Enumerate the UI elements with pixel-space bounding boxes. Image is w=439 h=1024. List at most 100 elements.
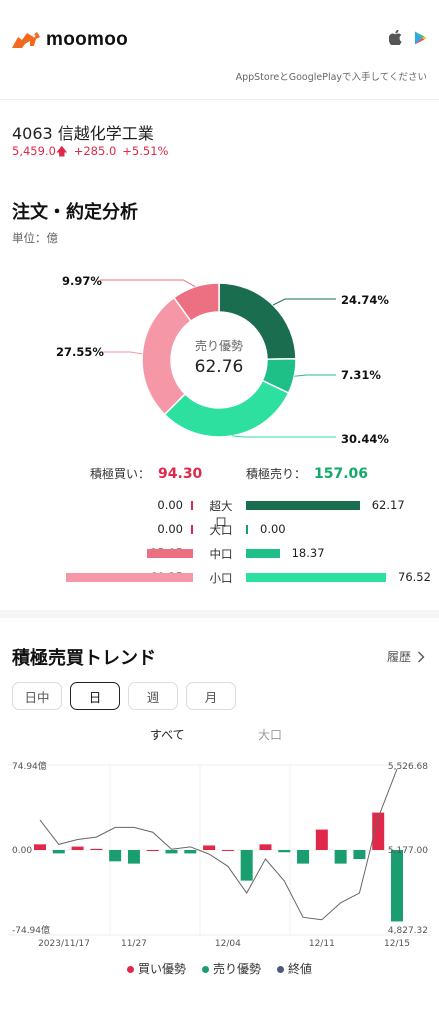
donut-center-label: 売り優勢 — [194, 339, 243, 353]
sell-bar — [246, 525, 248, 534]
tab-monthly[interactable]: 月 — [186, 682, 236, 710]
apple-icon[interactable] — [389, 30, 402, 45]
donut-label-sell-super-large: 24.74% — [341, 293, 389, 307]
up-arrow-icon: 🡅 — [55, 144, 68, 158]
category-label: 中口 — [209, 547, 233, 561]
sell-total-value: 157.06 — [314, 466, 369, 482]
legend-buy-dot — [126, 966, 134, 973]
legend-close: 終値 — [277, 960, 312, 977]
y-right-tick: 5,526.68 — [388, 762, 428, 772]
trend-bar — [34, 844, 46, 850]
buy-total-label: 積極買い： — [90, 467, 151, 481]
x-tick: 12/04 — [215, 939, 241, 949]
stock-price-row: 5,459.0🡅 +285.0 +5.51% — [12, 144, 168, 163]
analysis-title: 注文・約定分析 — [12, 202, 138, 223]
history-label: 履歴 — [386, 650, 411, 664]
x-tick: 11/27 — [121, 939, 147, 949]
sell-amount: 0.00 — [260, 522, 286, 536]
history-link[interactable]: 履歴 — [387, 648, 425, 665]
leader-line-sell-middle — [294, 374, 336, 377]
tab-weekly[interactable]: 週 — [128, 682, 178, 710]
y-right-tick: 4,827.32 — [388, 926, 428, 936]
sell-amount: 76.52 — [398, 570, 431, 584]
stock-change: +285.0 — [73, 144, 117, 158]
flow-row: 69.25小口76.52 — [0, 569, 439, 587]
buy-amount: 0.00 — [157, 498, 183, 512]
close-price-line — [39, 768, 398, 921]
chevron-right-icon — [418, 651, 425, 662]
subtab-large[interactable]: 大口 — [258, 728, 283, 742]
sell-bar — [246, 549, 280, 558]
legend-close-dot — [277, 966, 284, 973]
y-left-tick: 74.94億 — [12, 760, 47, 772]
trend-bar — [297, 850, 310, 864]
leader-line-buy-small — [100, 351, 143, 355]
store-tagline: AppStoreとGooglePlayで入手してください — [235, 72, 427, 83]
buy-bar — [147, 549, 193, 558]
donut-slice-sell-small — [163, 379, 290, 438]
donut-label-sell-small: 30.44% — [341, 432, 389, 446]
sell-total: 積極売り： 157.06 — [246, 465, 368, 482]
stock-price: 5,459.0🡅 — [12, 144, 68, 158]
store-links — [389, 30, 427, 45]
leader-line-sell-small — [232, 435, 336, 438]
unit-label: 単位：億 — [12, 231, 58, 245]
trend-bar — [71, 846, 84, 850]
brand-name: moomoo — [46, 29, 129, 50]
flow-row: 0.00 超大口 62.17 — [0, 497, 439, 529]
google-play-icon[interactable] — [414, 31, 427, 45]
trend-bar — [278, 850, 291, 853]
trend-bar — [203, 845, 216, 850]
y-right-tick: 5,177.00 — [388, 846, 428, 856]
period-tabs: 日中 日 週 月 — [12, 682, 236, 710]
flow-row: 25.05中口18.37 — [0, 545, 439, 563]
trend-bar — [372, 812, 385, 850]
leader-line-buy-middle — [100, 279, 196, 288]
legend-buy: 買い優勢 — [126, 960, 186, 977]
sell-amount: 18.37 — [291, 546, 325, 560]
trend-bar — [146, 850, 159, 851]
buy-bar — [191, 501, 193, 510]
buy-total: 積極買い： 94.30 — [90, 465, 202, 482]
trend-bar — [90, 848, 103, 850]
donut-label-buy-middle: 9.97% — [62, 274, 102, 288]
x-tick: 12/11 — [309, 939, 335, 949]
trend-bar — [334, 850, 347, 864]
category-label: 超大口 — [209, 499, 233, 529]
donut-chart — [100, 279, 336, 438]
sell-total-label: 積極売り： — [246, 467, 307, 481]
trend-bar — [109, 850, 122, 862]
subtab-all[interactable]: すべて — [150, 728, 185, 742]
donut-label-sell-middle: 7.31% — [341, 368, 381, 382]
category-label: 小口 — [209, 571, 233, 585]
chart-legend: 買い優勢 売り優勢 終値 — [0, 960, 439, 977]
trend-bar — [165, 850, 178, 854]
tab-daily[interactable]: 日 — [70, 682, 120, 710]
trend-bar — [353, 850, 366, 860]
tab-intraday[interactable]: 日中 — [12, 682, 62, 710]
buy-bar — [66, 573, 193, 582]
section-divider — [0, 610, 439, 618]
stock-change-percent: +5.51% — [122, 144, 169, 158]
y-left-tick: 0.00 — [12, 846, 32, 856]
trend-bar — [240, 850, 253, 881]
buy-total-value: 94.30 — [158, 466, 203, 482]
moomoo-bull-icon — [12, 32, 40, 48]
trend-chart: 74.94億 0.00 -74.94億 5,526.68 5,177.00 4,827.3… — [8, 760, 431, 949]
trend-bar — [259, 844, 272, 850]
donut-slice-buy-middle — [172, 282, 220, 323]
sell-bar — [246, 501, 360, 510]
x-tick: 12/15 — [384, 939, 410, 949]
buy-bar — [191, 525, 193, 534]
sell-amount: 62.17 — [371, 498, 405, 512]
trend-bar — [315, 829, 328, 850]
trend-bar — [127, 850, 140, 864]
leader-line-sell-super-large — [272, 298, 336, 306]
donut-label-buy-small: 27.55% — [56, 345, 104, 359]
legend-sell-dot — [201, 966, 209, 973]
app-header: moomoo AppStoreとGooglePlayで入手してください — [0, 0, 439, 100]
moomoo-logo[interactable]: moomoo — [10, 28, 128, 52]
flow-row: 0.00 大口 0.00 — [0, 521, 439, 539]
trend-bar — [221, 850, 234, 851]
x-tick: 2023/11/17 — [38, 939, 90, 949]
